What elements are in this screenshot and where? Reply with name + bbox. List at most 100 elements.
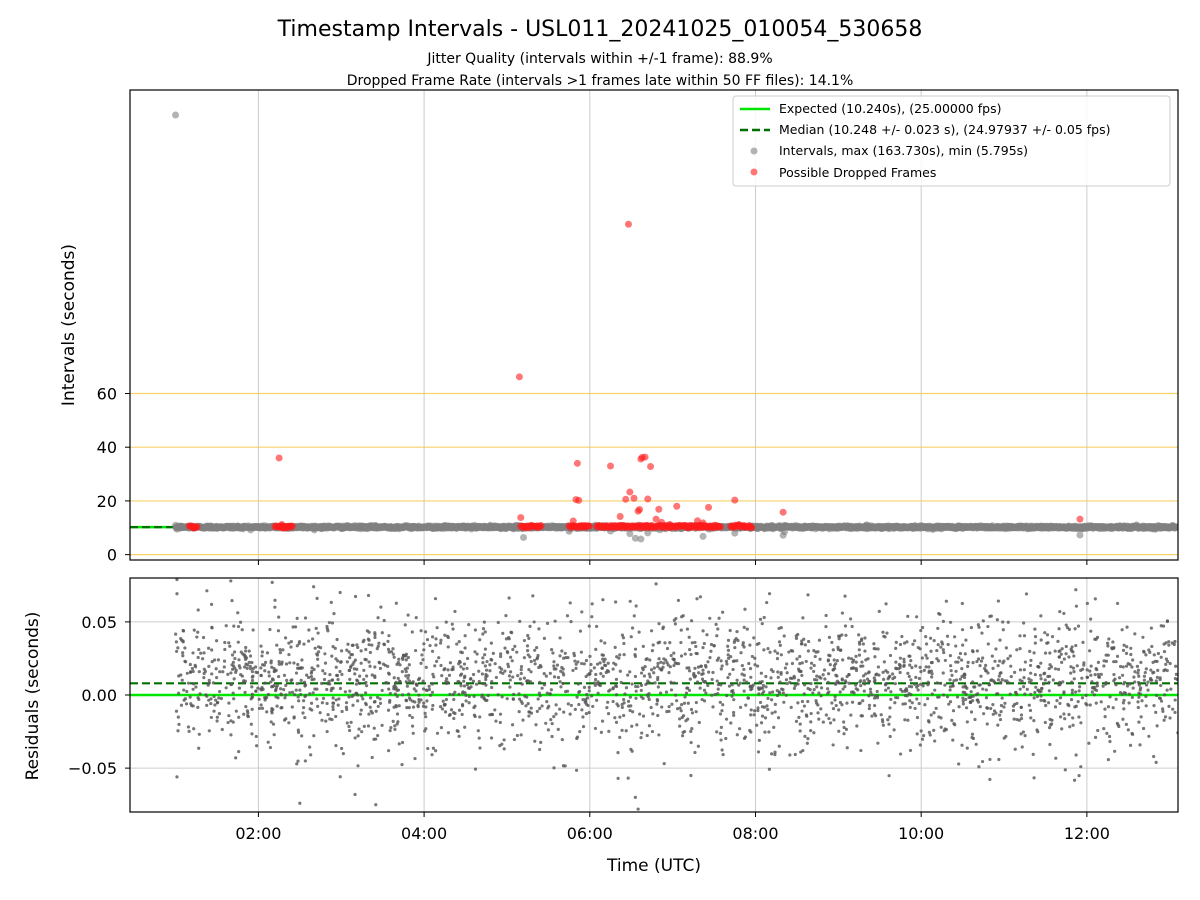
- residual-point: [598, 661, 602, 665]
- residual-point: [1096, 660, 1101, 664]
- residual-point: [484, 675, 488, 679]
- residual-point: [991, 712, 995, 716]
- residual-point: [710, 693, 714, 697]
- residual-point: [802, 692, 806, 696]
- residual-point: [724, 659, 729, 663]
- residual-point: [587, 685, 591, 689]
- residual-point: [996, 664, 1000, 668]
- residual-point: [467, 694, 471, 699]
- residual-point: [1149, 626, 1153, 630]
- residual-point: [724, 736, 728, 741]
- intervals-x-ticks: [257, 560, 1088, 565]
- residual-point: [433, 597, 438, 601]
- residual-point: [756, 664, 760, 668]
- residual-point: [662, 762, 666, 766]
- residual-point: [817, 717, 821, 721]
- residual-point: [268, 627, 272, 632]
- residual-point: [930, 675, 934, 679]
- residual-point: [184, 702, 189, 706]
- residual-point: [307, 639, 311, 643]
- residual-point: [689, 729, 693, 733]
- residual-point: [812, 687, 816, 692]
- dropped-frame-point: [636, 506, 644, 514]
- residual-point: [1107, 734, 1112, 739]
- residual-point: [207, 678, 211, 682]
- residual-point: [1112, 672, 1116, 677]
- residual-point: [693, 640, 697, 645]
- residual-point: [678, 706, 682, 710]
- residual-point: [443, 666, 447, 671]
- residual-point: [578, 730, 582, 734]
- residual-point: [212, 658, 217, 662]
- residual-point: [550, 721, 554, 726]
- residual-point: [824, 613, 828, 618]
- residual-point: [913, 639, 917, 643]
- residual-point: [692, 671, 696, 676]
- residual-point: [558, 654, 562, 658]
- residual-point: [403, 667, 407, 671]
- residual-point: [558, 636, 562, 640]
- residual-point: [563, 651, 567, 655]
- residual-point: [215, 715, 219, 719]
- residual-point: [987, 682, 991, 687]
- residual-point: [819, 686, 824, 690]
- residual-point: [380, 688, 384, 693]
- residual-point: [701, 629, 705, 633]
- residual-point: [207, 664, 211, 668]
- residual-point: [1062, 611, 1066, 616]
- residual-point: [764, 674, 768, 679]
- residual-point: [616, 704, 620, 708]
- residual-point: [1039, 638, 1043, 642]
- residual-point: [350, 653, 354, 657]
- residual-point: [525, 644, 530, 648]
- residual-point: [653, 681, 657, 685]
- residual-point: [756, 686, 761, 690]
- residual-point: [1033, 673, 1037, 677]
- residual-point: [359, 661, 363, 665]
- residual-point: [1043, 678, 1047, 682]
- residual-point: [290, 690, 295, 694]
- residual-point: [1077, 715, 1081, 719]
- residual-point: [753, 663, 757, 667]
- residual-point: [1108, 739, 1112, 744]
- residual-point: [947, 702, 951, 706]
- residual-point: [484, 668, 489, 672]
- residual-point: [448, 692, 452, 696]
- residual-point: [1136, 700, 1140, 704]
- residual-point: [951, 684, 955, 688]
- residual-point: [356, 693, 360, 697]
- residual-point: [303, 695, 307, 699]
- residual-point: [689, 773, 693, 778]
- residual-point: [430, 682, 434, 686]
- residual-point: [364, 691, 368, 695]
- residual-point: [1000, 677, 1004, 682]
- residual-point: [867, 680, 871, 684]
- residual-point: [873, 703, 877, 708]
- residual-point: [255, 744, 259, 748]
- residual-point: [542, 683, 547, 687]
- residual-point: [455, 642, 459, 646]
- residual-point: [845, 701, 849, 705]
- intervals-legend[interactable]: Expected (10.240s), (25.00000 fps) Media…: [732, 95, 1171, 187]
- residual-point: [713, 692, 717, 697]
- residual-point: [528, 624, 532, 629]
- residual-point: [561, 681, 565, 686]
- residual-point: [718, 731, 723, 735]
- dropped-frame-point: [616, 512, 624, 520]
- residual-point: [726, 675, 730, 680]
- residual-point: [1082, 663, 1086, 667]
- residual-point: [549, 648, 554, 652]
- residual-point: [794, 636, 799, 641]
- residual-point: [832, 663, 837, 668]
- residual-point: [1120, 628, 1124, 632]
- residual-point: [919, 670, 923, 674]
- residual-point: [827, 635, 832, 639]
- residual-point: [612, 661, 616, 665]
- residual-point: [695, 597, 699, 601]
- residual-point: [760, 714, 765, 718]
- residual-point: [330, 686, 334, 691]
- residual-point: [182, 688, 186, 692]
- residual-point: [781, 691, 785, 695]
- residual-point: [186, 681, 191, 685]
- residual-point: [422, 648, 426, 652]
